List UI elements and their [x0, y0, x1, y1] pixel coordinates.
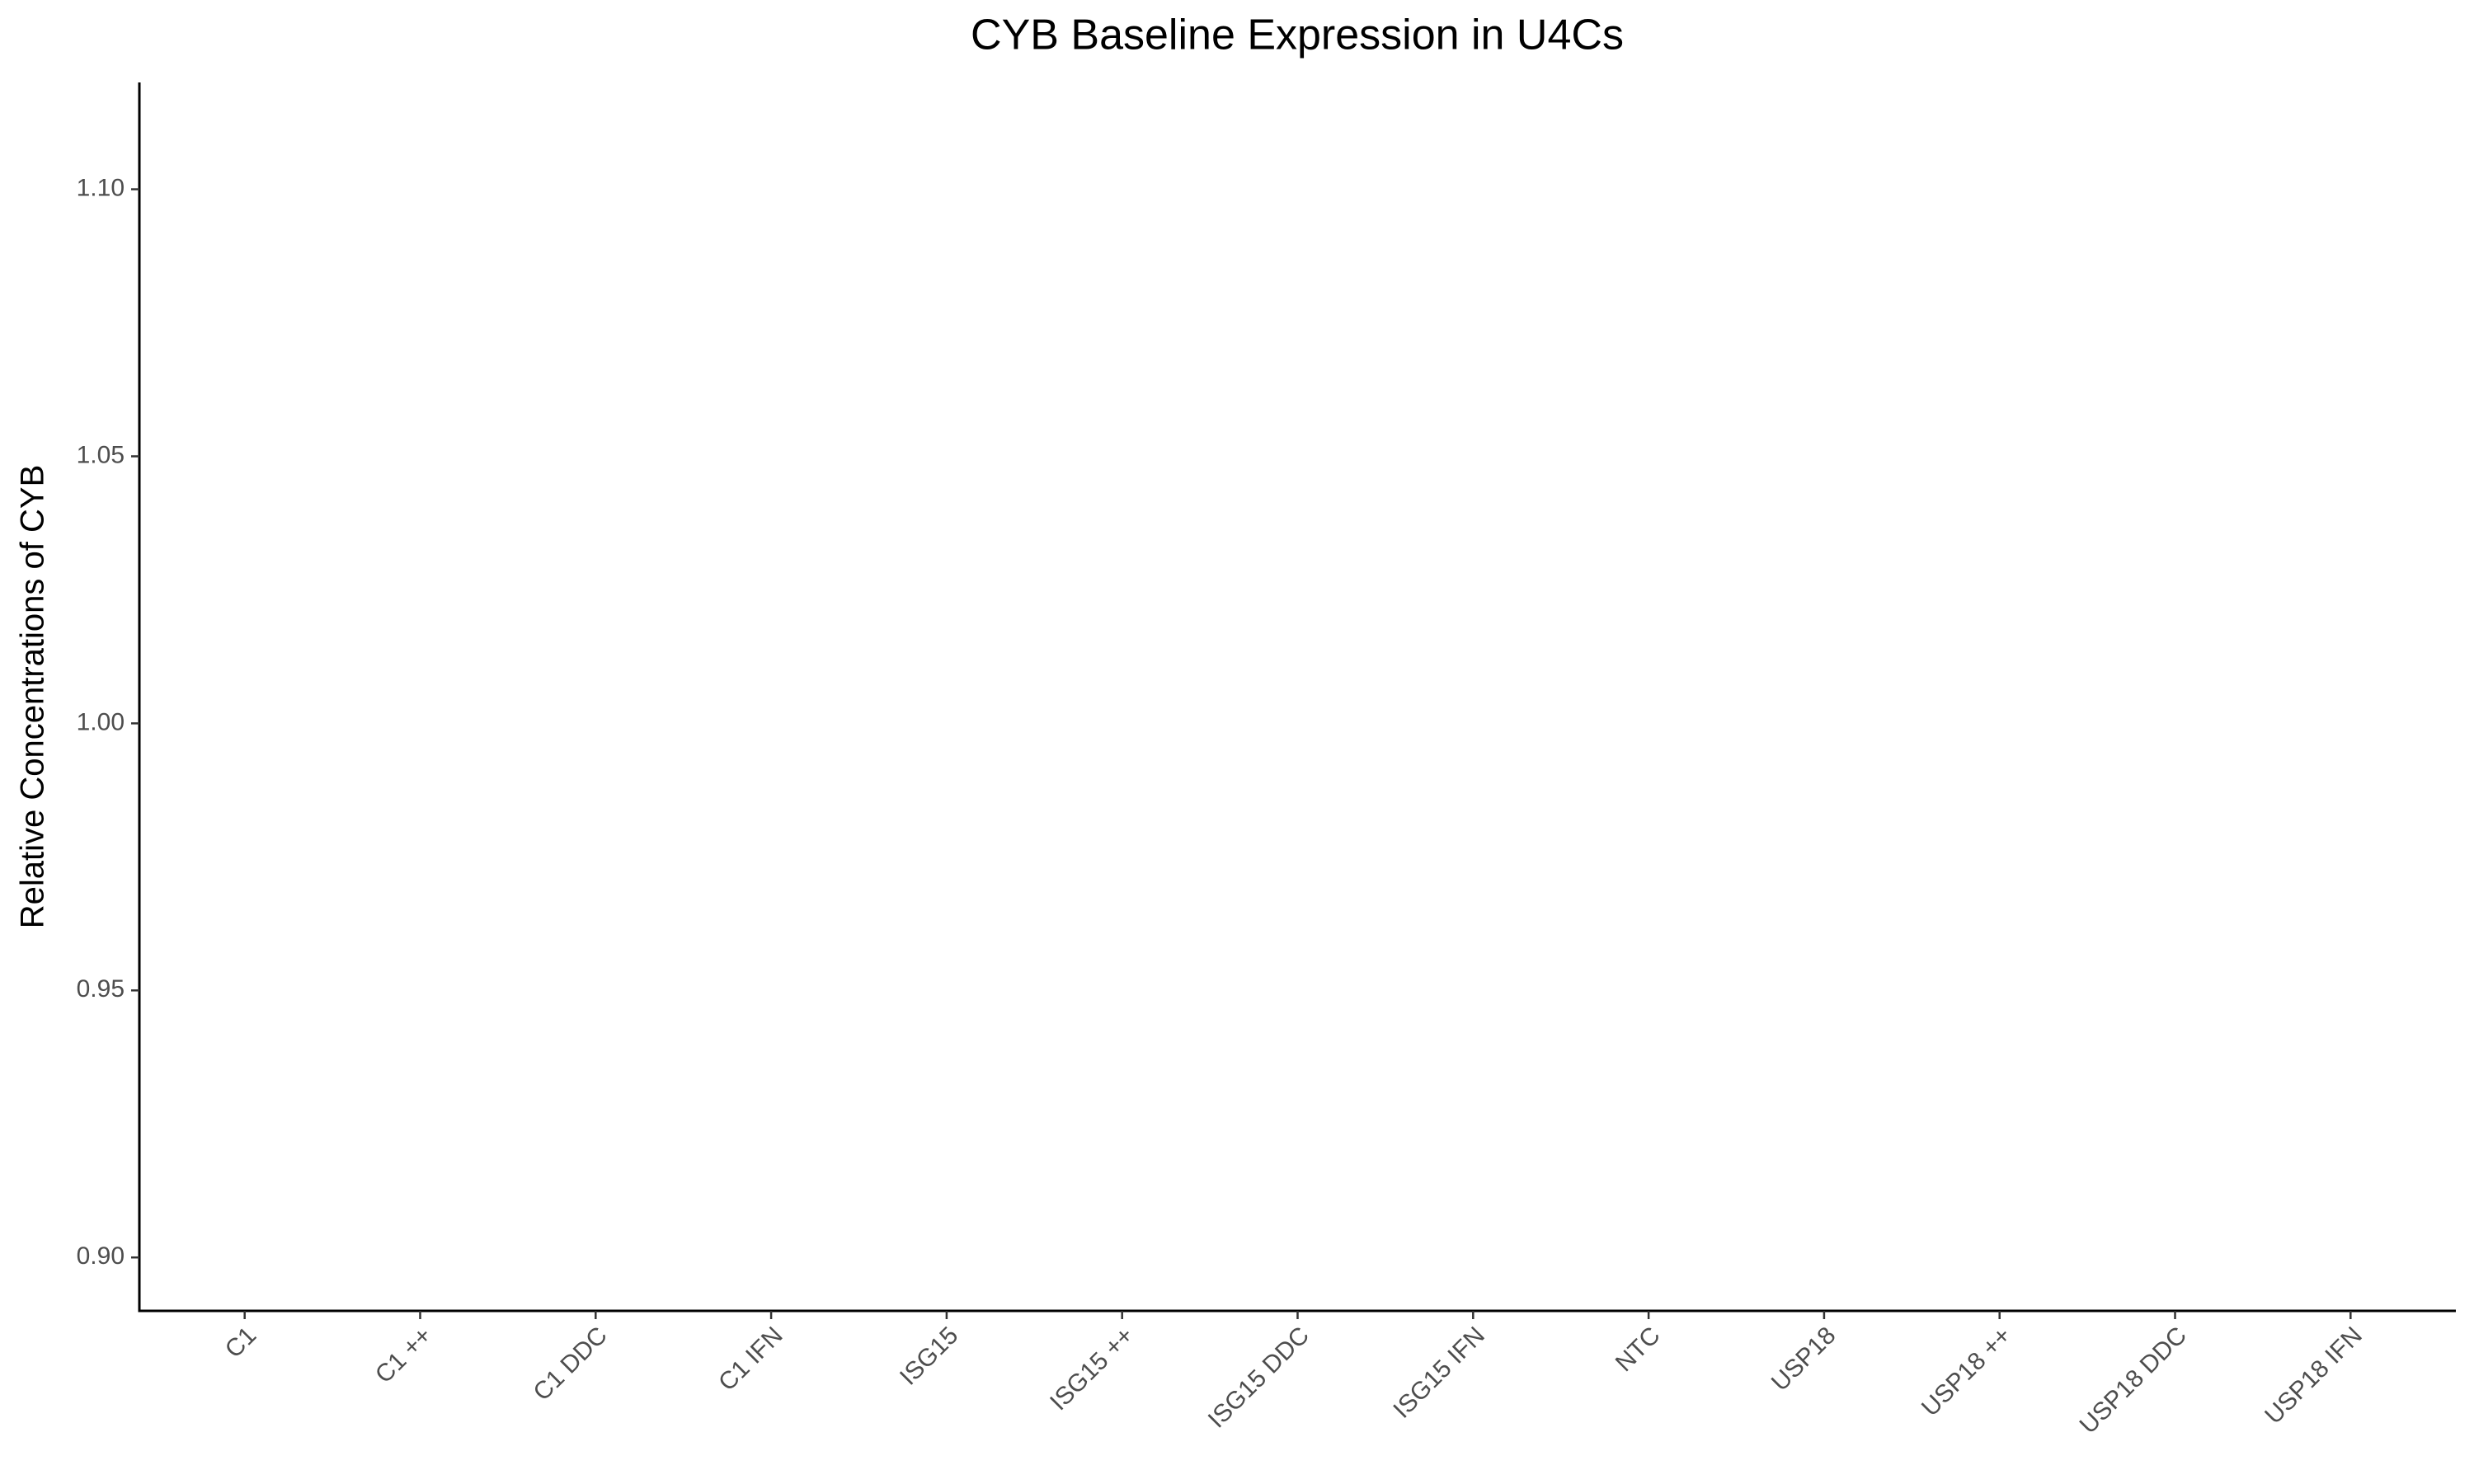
y-tick-label: 1.10 — [77, 174, 125, 201]
x-tick-label: USP18 IFN — [2260, 1322, 2368, 1430]
y-tick-label: 1.05 — [77, 441, 125, 468]
y-tick-label: 1.00 — [77, 708, 125, 735]
x-tick-label: C1 DDC — [529, 1322, 613, 1406]
x-tick-label: USP18 ++ — [1917, 1322, 2016, 1421]
x-tick-label: C1 ++ — [370, 1322, 437, 1388]
x-tick-label: USP18 — [1766, 1322, 1841, 1397]
x-tick-label: C1 IFN — [713, 1322, 788, 1397]
x-tick-label: ISG15 — [895, 1322, 963, 1390]
y-tick-label: 0.90 — [77, 1242, 125, 1270]
y-axis-label: Relative Concentrations of CYB — [15, 465, 51, 929]
chart-title: CYB Baseline Expression in U4Cs — [971, 12, 1624, 59]
x-tick-label: USP18 DDC — [2075, 1322, 2192, 1439]
x-tick-label: NTC — [1611, 1322, 1666, 1377]
x-tick-label: C1 — [220, 1322, 261, 1363]
x-tick-label: ISG15 DDC — [1203, 1322, 1315, 1433]
x-tick-label: ISG15 IFN — [1388, 1322, 1490, 1424]
y-tick-label: 0.95 — [77, 975, 125, 1003]
x-tick-label: ISG15 ++ — [1045, 1322, 1139, 1416]
